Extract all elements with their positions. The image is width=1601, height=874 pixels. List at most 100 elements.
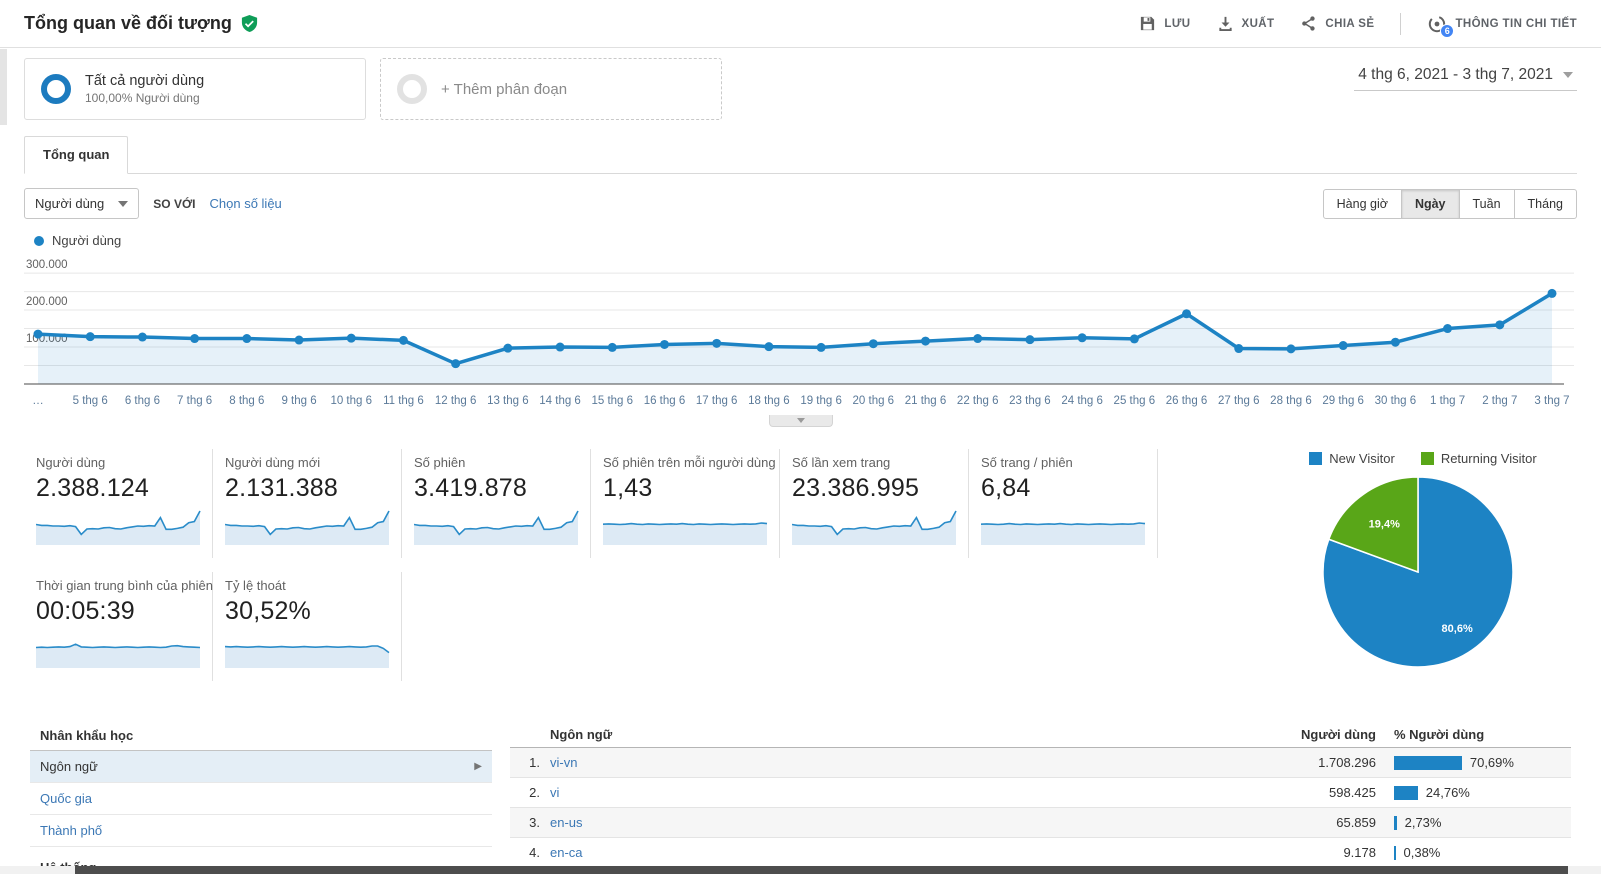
data-point[interactable] xyxy=(1338,341,1348,351)
data-point[interactable] xyxy=(921,336,931,346)
data-point[interactable] xyxy=(868,339,878,349)
horizontal-scrollbar-thumb[interactable] xyxy=(75,866,1568,874)
sidebar-item-label: Ngôn ngữ xyxy=(40,759,98,774)
pie-slice[interactable] xyxy=(1322,476,1514,668)
data-point[interactable] xyxy=(503,343,513,353)
language-link[interactable]: en-us xyxy=(550,815,583,830)
x-axis-label: 14 thg 6 xyxy=(539,395,581,407)
granularity-hourly[interactable]: Hàng giờ xyxy=(1322,188,1402,219)
data-point[interactable] xyxy=(398,335,408,345)
x-axis-label: 24 thg 6 xyxy=(1061,395,1103,407)
visitor-pie-chart[interactable]: 80,6% 19,4% xyxy=(1258,466,1588,674)
metric-card[interactable]: Số lần xem trang 23.386.995 xyxy=(780,449,969,558)
language-link[interactable]: vi-vn xyxy=(550,755,578,770)
share-button[interactable]: CHIA SẺ xyxy=(1300,15,1374,32)
x-axis-label: 22 thg 6 xyxy=(957,395,999,407)
toolbar-divider xyxy=(1400,12,1402,35)
metric-card[interactable]: Tỷ lệ thoát 30,52% xyxy=(213,572,402,681)
metric-card[interactable]: Người dùng mới 2.131.388 xyxy=(213,449,402,558)
data-point[interactable] xyxy=(1025,335,1035,345)
data-point[interactable] xyxy=(1547,288,1557,298)
percent-value: 24,76% xyxy=(1425,785,1470,800)
x-axis-label: 28 thg 6 xyxy=(1270,395,1312,407)
data-point[interactable] xyxy=(555,342,565,352)
data-point[interactable] xyxy=(1443,324,1453,334)
language-link[interactable]: vi xyxy=(550,785,560,800)
save-button[interactable]: LƯU xyxy=(1139,15,1190,32)
data-point[interactable] xyxy=(1286,344,1296,354)
granularity-month[interactable]: Tháng xyxy=(1513,188,1577,219)
segment-subtitle: 100,00% Người dùng xyxy=(85,91,200,105)
table-row: 4. en-ca 9.178 0,38% xyxy=(510,838,1571,868)
metric-card[interactable]: Người dùng 2.388.124 xyxy=(24,449,213,558)
metric-card[interactable]: Thời gian trung bình của phiên 00:05:39 xyxy=(24,572,213,681)
metric-label: Số phiên trên mỗi người dùng xyxy=(603,455,776,470)
data-point[interactable] xyxy=(973,334,983,344)
sparkline xyxy=(224,510,390,545)
x-axis-label: 21 thg 6 xyxy=(905,395,947,407)
data-point[interactable] xyxy=(137,332,147,342)
granularity-day[interactable]: Ngày xyxy=(1400,188,1460,219)
sidebar-item-label: Thành phố xyxy=(40,823,103,838)
data-point[interactable] xyxy=(346,333,356,343)
x-axis-label: 3 thg 7 xyxy=(1534,395,1569,407)
y-axis-label: 200.000 xyxy=(26,296,68,308)
data-point[interactable] xyxy=(659,339,669,349)
data-point[interactable] xyxy=(85,332,95,342)
data-point[interactable] xyxy=(1182,309,1192,319)
data-point[interactable] xyxy=(1390,337,1400,347)
sidebar-item[interactable]: Ngôn ngữ ▶ xyxy=(30,751,492,783)
data-point[interactable] xyxy=(33,329,43,339)
data-point[interactable] xyxy=(816,342,826,352)
data-point[interactable] xyxy=(607,342,617,352)
x-axis-label: 7 thg 6 xyxy=(177,395,212,407)
percent-bar xyxy=(1394,755,1462,770)
data-point[interactable] xyxy=(1077,333,1087,343)
chevron-right-icon: ▶ xyxy=(474,761,482,772)
granularity-week[interactable]: Tuần xyxy=(1458,188,1515,219)
metric-label: Số phiên xyxy=(414,455,466,470)
y-axis-label: 300.000 xyxy=(26,259,68,271)
sidebar-item[interactable]: Quốc gia xyxy=(30,783,492,815)
metric-value: 2.131.388 xyxy=(225,474,339,502)
pie-legend-item[interactable]: Returning Visitor xyxy=(1420,451,1537,466)
data-point[interactable] xyxy=(1234,344,1244,354)
data-point[interactable] xyxy=(764,342,774,352)
insights-button[interactable]: 6 THÔNG TIN CHI TIẾT xyxy=(1427,14,1577,38)
data-point[interactable] xyxy=(190,334,200,344)
users-value: 9.178 xyxy=(1343,845,1376,860)
segment-all-users[interactable]: Tất cả người dùng 100,00% Người dùng xyxy=(24,58,366,120)
series-line xyxy=(37,291,1553,366)
date-range-picker[interactable]: 4 thg 6, 2021 - 3 thg 7, 2021 xyxy=(1354,66,1577,91)
sidebar-item[interactable]: Thành phố xyxy=(30,815,492,847)
data-point[interactable] xyxy=(1495,320,1505,330)
pie-legend-item[interactable]: New Visitor xyxy=(1309,451,1395,466)
horizontal-scrollbar-track[interactable] xyxy=(0,866,1601,874)
metric-cards: Người dùng 2.388.124 Người dùng mới 2.131… xyxy=(24,449,1158,681)
data-point[interactable] xyxy=(712,338,722,348)
visitor-pie-block: New Visitor Returning Visitor 80,6% 19,4% xyxy=(1258,449,1588,681)
sparkline xyxy=(602,522,768,545)
tab-overview[interactable]: Tổng quan xyxy=(24,136,129,174)
chart-legend: Người dùng xyxy=(0,225,1601,250)
data-point[interactable] xyxy=(294,335,304,345)
data-point[interactable] xyxy=(1129,334,1139,344)
metric-card[interactable]: Số phiên trên mỗi người dùng 1,43 xyxy=(591,449,780,558)
pie-slice[interactable] xyxy=(1327,476,1419,574)
share-icon xyxy=(1300,15,1317,32)
chevron-down-icon xyxy=(796,418,805,423)
chart-collapse-handle[interactable] xyxy=(768,415,833,427)
metric-value: 23.386.995 xyxy=(792,474,920,502)
data-point[interactable] xyxy=(242,334,252,344)
metric-card[interactable]: Số trang / phiên 6,84 xyxy=(969,449,1158,558)
metric-selector-dropdown[interactable]: Người dùng xyxy=(24,188,140,219)
row-rank: 2. xyxy=(529,785,540,800)
choose-metric-link[interactable]: Chọn số liệu xyxy=(209,196,282,211)
metric-card[interactable]: Số phiên 3.419.878 xyxy=(402,449,591,558)
language-link[interactable]: en-ca xyxy=(550,845,583,860)
add-segment-button[interactable]: + Thêm phân đoạn xyxy=(380,58,722,120)
verified-shield-icon xyxy=(240,14,259,33)
data-point[interactable] xyxy=(451,359,461,369)
export-button[interactable]: XUẤT xyxy=(1217,15,1275,32)
